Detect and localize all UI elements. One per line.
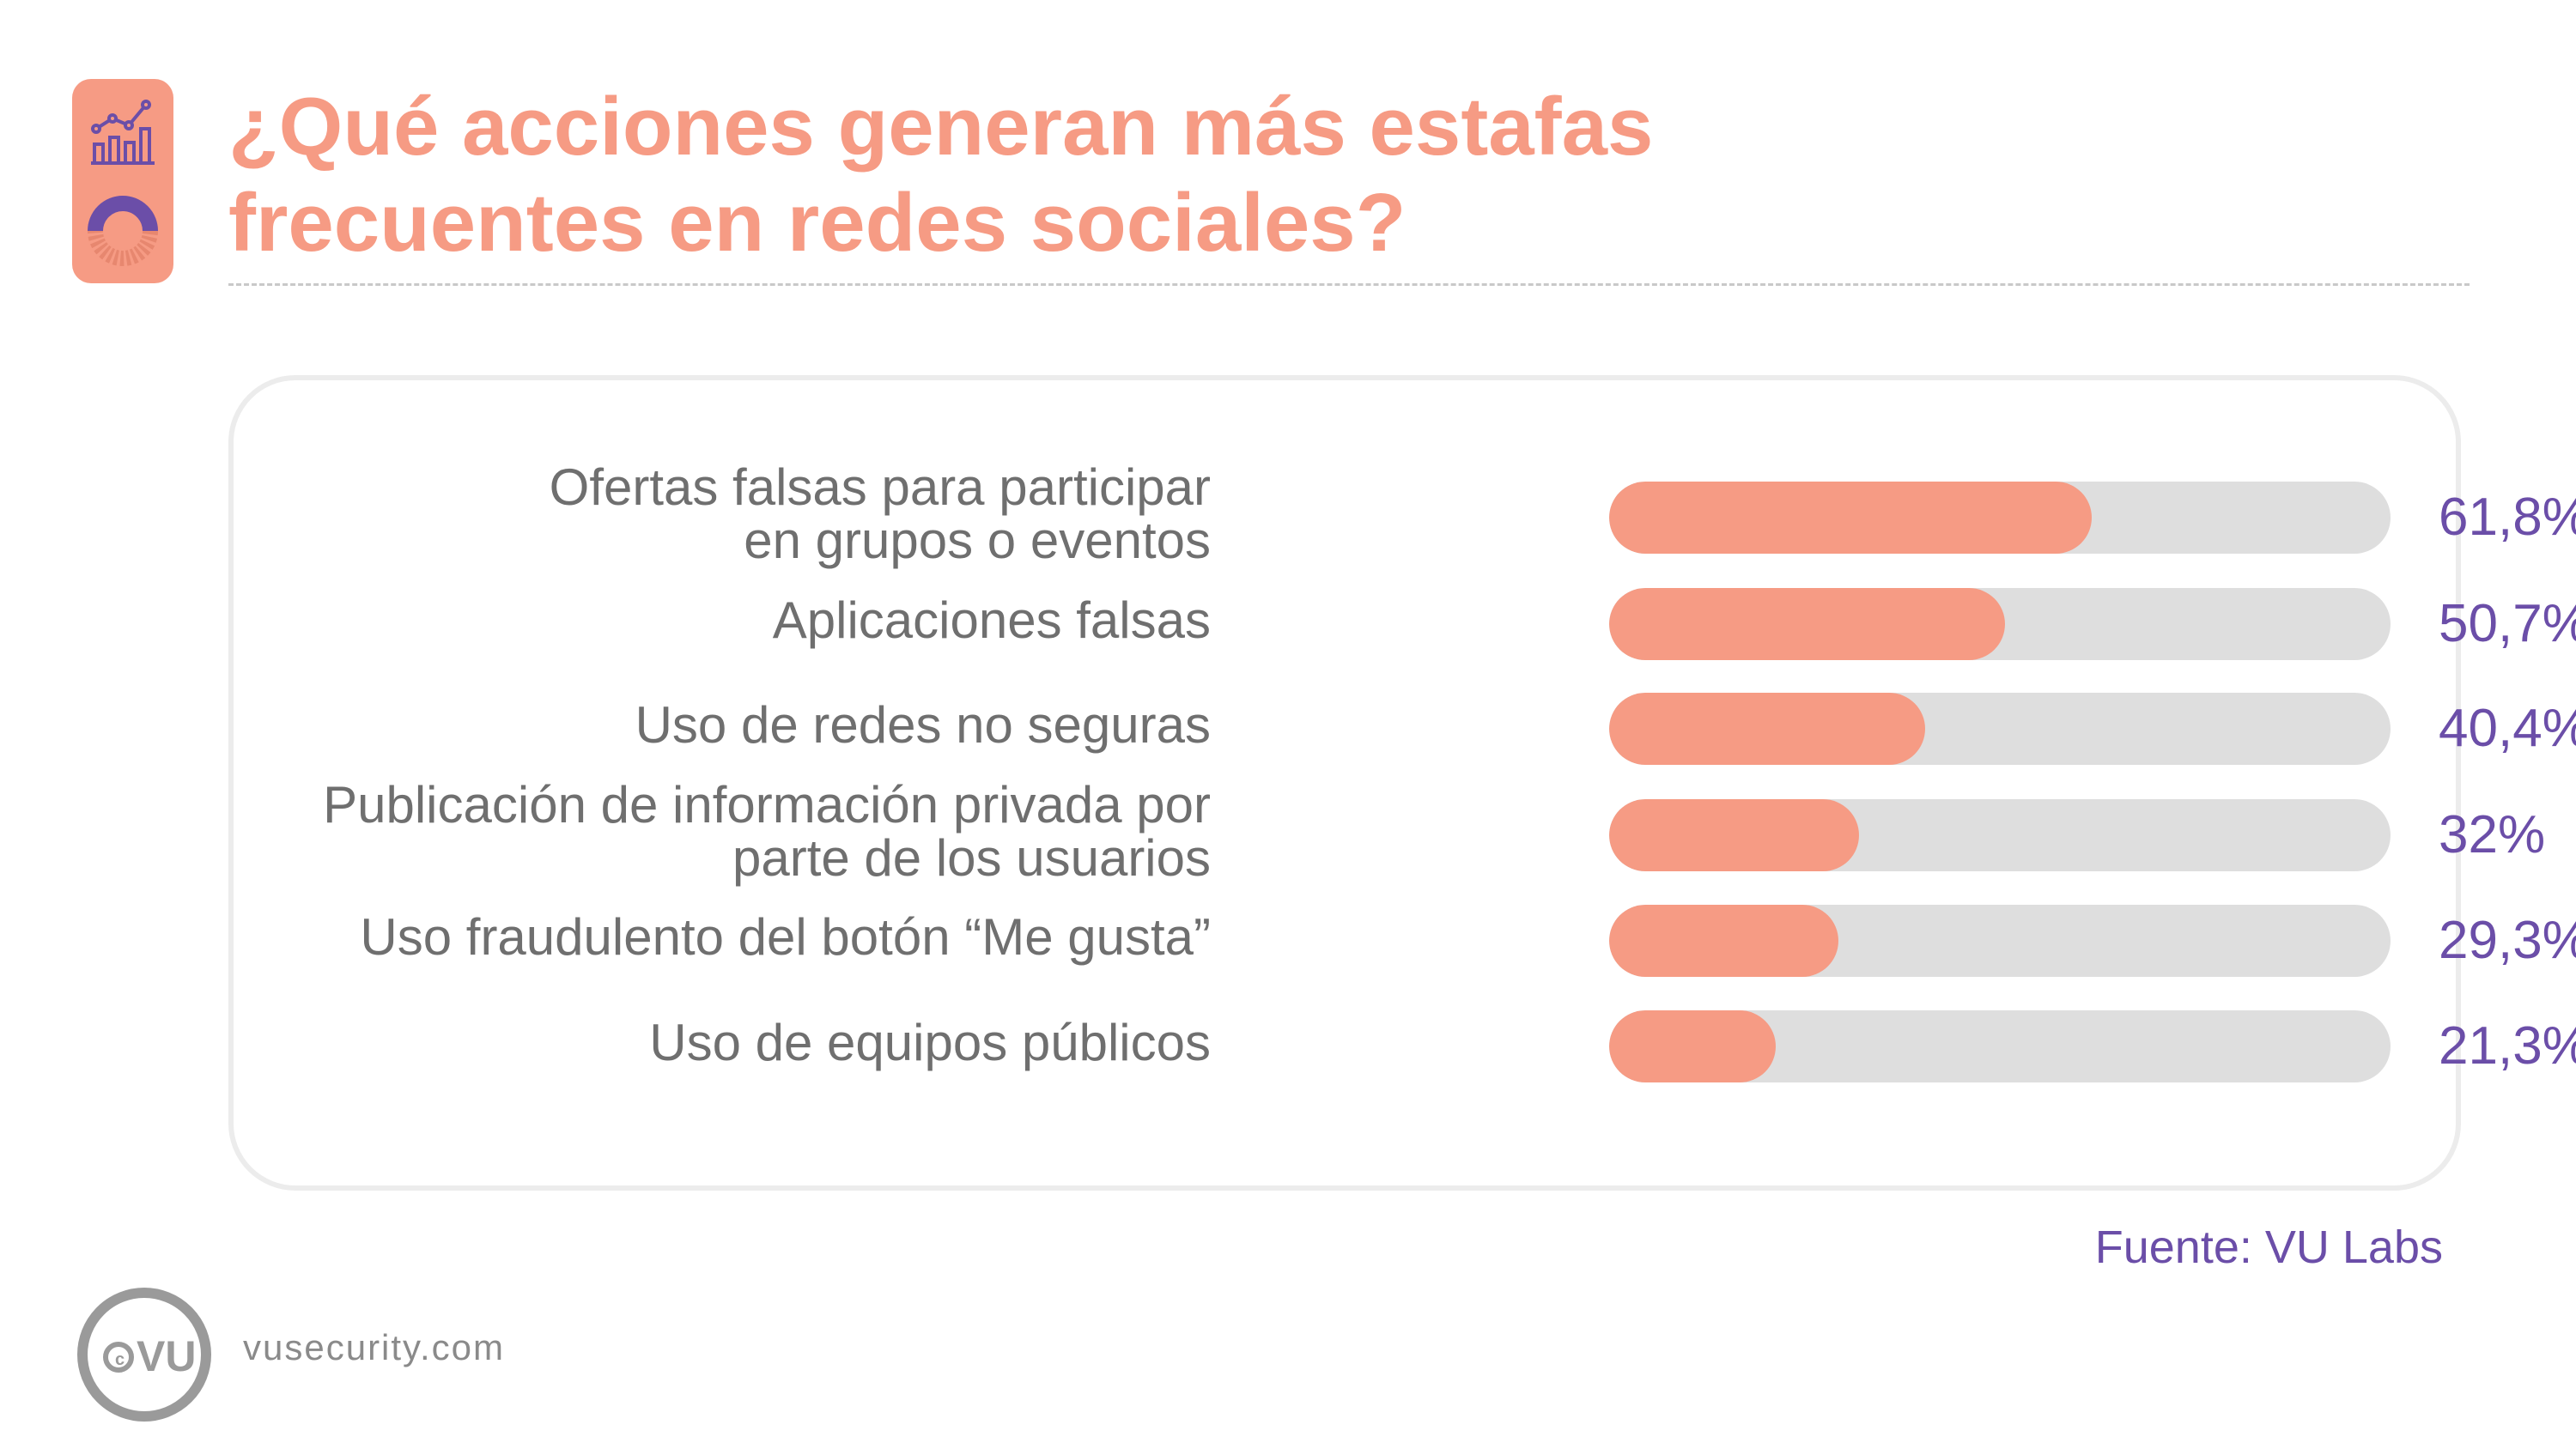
bar	[1609, 482, 2093, 554]
bar	[1609, 905, 1838, 977]
category-label: Uso de redes no seguras	[94, 699, 1211, 752]
category-label-line: Uso de equipos públicos	[649, 1014, 1211, 1071]
bar-track	[1609, 905, 2391, 977]
value-label: 21,3%	[2439, 1016, 2576, 1076]
title-line-1: ¿Qué acciones generan más estafas	[228, 81, 1654, 173]
value-label: 40,4%	[2439, 699, 2576, 758]
category-label-line: parte de los usuarios	[732, 829, 1211, 887]
title-line-2: frecuentes en redes sociales?	[228, 177, 1406, 269]
bar	[1609, 1010, 1776, 1082]
category-label: Publicación de información privada por pa…	[94, 779, 1211, 885]
website-url[interactable]: vusecurity.com	[243, 1327, 505, 1367]
bar-track	[1609, 693, 2391, 765]
value-label: 29,3%	[2439, 911, 2576, 970]
svg-text:c: c	[115, 1350, 125, 1369]
donut-chart-icon	[88, 196, 158, 266]
category-label-line: Uso fraudulento del botón “Me gusta”	[360, 908, 1211, 966]
category-label: Aplicaciones falsas	[94, 594, 1211, 647]
bar-track	[1609, 1010, 2391, 1082]
bar	[1609, 693, 1925, 765]
category-label-line: Aplicaciones falsas	[772, 591, 1211, 649]
header-icon-badge	[72, 79, 173, 283]
category-label-line: Publicación de información privada por	[323, 776, 1211, 834]
category-label-line: Uso de redes no seguras	[635, 696, 1211, 754]
category-label-line: Ofertas falsas para participar	[549, 458, 1211, 516]
copyright-icon	[103, 1342, 134, 1373]
source-note: Fuente: VU Labs	[2094, 1222, 2443, 1273]
bar-track	[1609, 482, 2391, 554]
value-label: 61,8%	[2439, 488, 2576, 547]
value-label: 32%	[2439, 805, 2546, 864]
bar	[1609, 799, 1860, 871]
vu-logo: c VU	[74, 1284, 215, 1429]
bar-chart-trend-icon	[88, 100, 158, 266]
category-label-line: en grupos o eventos	[744, 512, 1211, 569]
bar-track	[1609, 799, 2391, 871]
title-divider	[228, 283, 2470, 286]
chart-title: ¿Qué acciones generan más estafas frecue…	[228, 79, 2289, 271]
category-label: Ofertas falsas para participar en grupos …	[94, 461, 1211, 567]
category-label: Uso de equipos públicos	[94, 1016, 1211, 1070]
logo-text: VU	[137, 1332, 196, 1380]
category-label: Uso fraudulento del botón “Me gusta”	[94, 911, 1211, 964]
bar-track	[1609, 588, 2391, 660]
logo-ring	[77, 1288, 211, 1422]
bar	[1609, 588, 2006, 660]
chart-panel: Ofertas falsas para participar en grupos …	[228, 375, 2576, 1191]
value-label: 50,7%	[2439, 594, 2576, 653]
